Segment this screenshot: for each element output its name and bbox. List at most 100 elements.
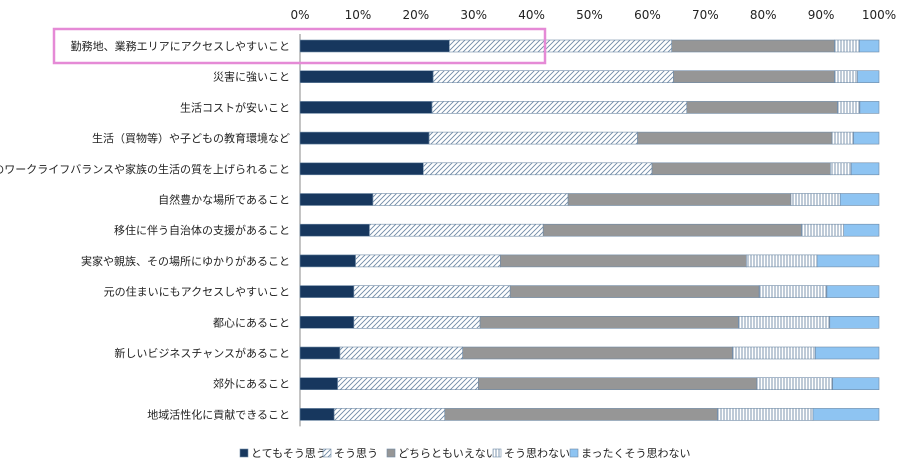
bar-segment [299,377,338,391]
plot-area [299,34,880,427]
legend-label: まったくそう思わない [581,447,691,460]
bar-segment [857,70,880,83]
bar-segment [299,131,430,145]
legend-swatch [569,448,579,458]
legend-swatch [239,448,249,458]
bar-segment [509,285,760,298]
bar-segment [671,39,835,53]
bar-segment [299,315,355,329]
category-label: 自然豊かな場所であること [158,193,290,207]
x-tick-label: 40% [518,8,545,22]
x-tick-label: 70% [692,8,719,22]
bar-segment [423,162,653,176]
bar-segment [478,377,758,391]
bar-segment [834,70,858,83]
bar-segment [830,162,852,176]
bar-segment [462,346,733,360]
bar-segment [839,193,880,206]
bar-segment [758,285,828,298]
bar-segment [353,315,481,329]
bar-segment [826,285,880,298]
bar-segment [333,408,446,421]
x-tick-label: 100% [862,8,896,22]
bar-segment [444,408,718,421]
bar-segment [859,101,880,114]
category-label: 自身のワークライフバランスや家族の生活の質を上げられること [0,162,290,176]
bar-segment [732,346,816,360]
x-axis-tick-labels: 0% 10% 20% 30% 40% 50% 60% 70% 80% 90% 100% [290,8,896,22]
category-label: 新しいビジネスチャンスがあること [114,346,290,360]
bar-segment [299,193,374,206]
category-label: 生活（買物等）や子どもの教育環境など [92,131,290,145]
category-label: 移住に伴う自治体の支援があること [114,223,290,237]
x-tick-label: 60% [634,8,661,22]
x-tick-label: 50% [576,8,603,22]
legend: とてもそう思う そう思う どちらともいえない そう思わない まったくそう思わない [239,447,691,460]
category-label: 生活コストが安いこと [180,100,290,114]
x-tick-label: 20% [402,8,429,22]
bar-segment [299,162,424,176]
bar-segment [831,131,854,145]
bar-segment [853,131,880,145]
bar-segment [790,193,841,206]
bar-segment [843,223,880,237]
bar-segment [299,101,433,114]
x-tick-label: 10% [345,8,372,22]
legend-swatch [492,448,502,458]
bar-segment [834,39,860,53]
category-label: 元の住まいにもアクセスしやすいこと [104,285,290,299]
bar-segment [756,377,833,391]
bar-segment [567,193,792,206]
bar-segment [299,346,341,360]
bar-segment [355,254,501,268]
legend-swatch [386,448,396,458]
bar-segment [432,70,674,83]
x-tick-label: 80% [750,8,777,22]
legend-swatch [322,448,332,458]
bar-segment [299,285,355,298]
bar-segment [717,408,814,421]
category-label: 災害に強いこと [213,70,290,84]
bar-segment [369,223,544,237]
bar-segment [449,39,673,53]
x-tick-label: 0% [290,8,309,22]
bar-segment [673,70,835,83]
bar-segment [353,285,511,298]
bar-segment [337,377,479,391]
category-label: 都心にあること [213,316,290,329]
category-label: 勤務地、業務エリアにアクセスしやすいこと [71,39,290,53]
bar-segment [372,193,569,206]
bar-segment [339,346,463,360]
bar-segment [832,377,880,391]
x-tick-label: 90% [808,8,835,22]
bar-segment [815,346,880,360]
bar-segment [859,39,880,53]
bar-segment [500,254,747,268]
bar-segment [738,315,831,329]
category-label: 地域活性化に貢献できること [147,407,290,421]
bar-segment [812,408,880,421]
bar-segment [637,131,833,145]
legend-label: そう思わない [504,447,570,460]
highlight-box [52,27,547,65]
category-label: 郊外にあること [213,378,290,391]
legend-label: どちらともいえない [398,447,497,460]
bar-segment [479,315,739,329]
bar-segment [299,408,335,421]
bar-segment [428,131,638,145]
bar-segment [299,39,450,53]
bar-segment [299,223,370,237]
bar-segment [431,101,688,114]
bar-segment [686,101,838,114]
bar-segment [299,254,356,268]
category-labels: 勤務地、業務エリアにアクセスしやすいこと災害に強いこと生活コストが安いこと生活（… [0,39,290,421]
bar-segment [850,162,880,176]
bar-segment [542,223,802,237]
bar-segment [837,101,861,114]
bar-segment [801,223,844,237]
bar-segment [299,70,434,83]
bar-segment [746,254,818,268]
bar-segment [816,254,880,268]
legend-label: とてもそう思う [251,447,327,460]
